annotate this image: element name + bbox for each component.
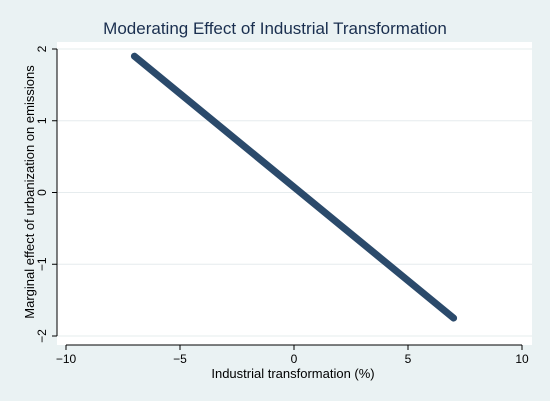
x-axis-label: Industrial transformation (%)	[211, 366, 374, 381]
y-axis-label: Marginal effect of urbanization on emiss…	[22, 65, 37, 319]
y-tick-label: 2	[35, 45, 49, 52]
y-tick-label: 0	[35, 189, 49, 196]
x-tick-label: 0	[291, 352, 298, 366]
y-tick-label: −1	[35, 257, 49, 271]
series-group	[130, 52, 458, 322]
x-tick-label: 5	[405, 352, 412, 366]
x-tick-label: −5	[173, 352, 187, 366]
x-ticks: −10 −5 0 5 10	[56, 345, 529, 366]
y-ticks: −2 −1 0 1 2	[35, 45, 57, 343]
y-tick-label: −2	[35, 329, 49, 343]
grid-lines	[57, 48, 532, 337]
x-tick-label: −10	[56, 352, 77, 366]
chart-title: Moderating Effect of Industrial Transfor…	[103, 19, 447, 38]
y-tick-label: 1	[35, 117, 49, 124]
series-line	[130, 52, 458, 322]
x-tick-label: 10	[515, 352, 529, 366]
plot-area	[57, 42, 532, 345]
